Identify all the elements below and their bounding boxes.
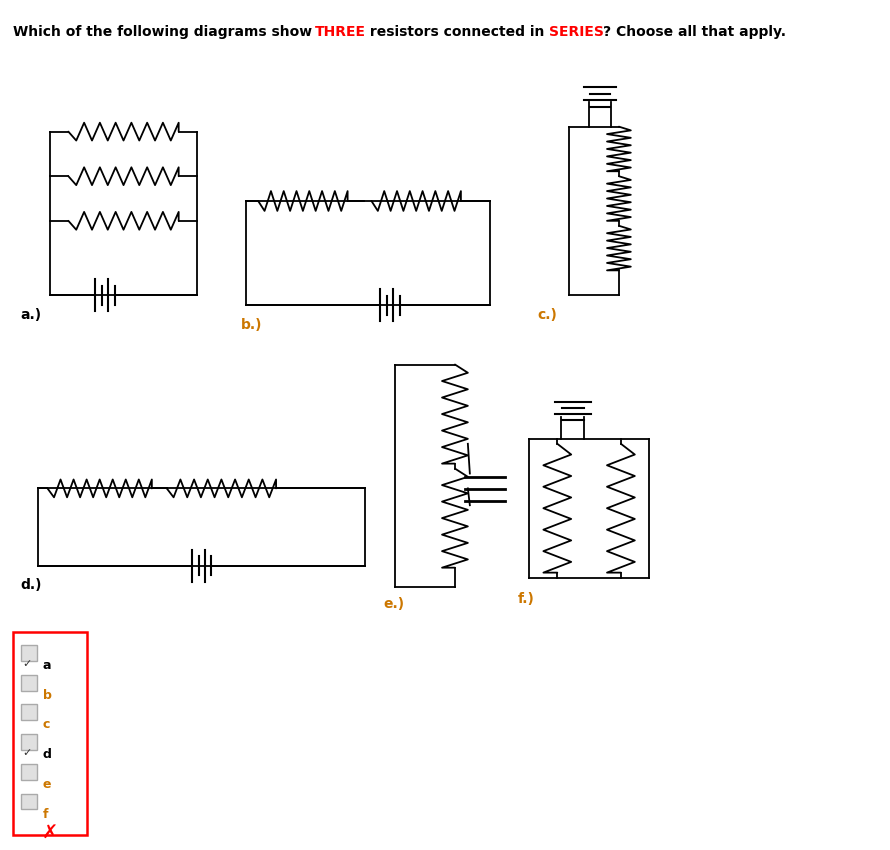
Text: c: c <box>43 718 50 731</box>
Text: ✓: ✓ <box>22 659 32 669</box>
Text: Which of the following diagrams show: Which of the following diagrams show <box>12 25 317 38</box>
Bar <box>20 734 36 750</box>
Text: d: d <box>43 748 52 761</box>
Bar <box>20 705 36 720</box>
Text: d.): d.) <box>20 578 42 592</box>
Text: c.): c.) <box>538 308 557 322</box>
Text: f: f <box>43 808 48 820</box>
Text: ✗: ✗ <box>41 824 58 842</box>
Text: b: b <box>43 688 52 701</box>
Text: a.): a.) <box>20 308 42 322</box>
Text: ? Choose all that apply.: ? Choose all that apply. <box>603 25 786 38</box>
Text: f.): f.) <box>518 592 534 606</box>
Text: a: a <box>43 659 51 672</box>
Text: resistors connected in: resistors connected in <box>366 25 550 38</box>
Text: THREE: THREE <box>315 25 366 38</box>
Text: e: e <box>43 778 51 790</box>
Bar <box>20 764 36 779</box>
Text: ✓: ✓ <box>22 748 32 758</box>
Bar <box>20 794 36 809</box>
Text: e.): e.) <box>384 598 405 611</box>
Bar <box>20 675 36 690</box>
Bar <box>12 632 87 836</box>
Text: b.): b.) <box>241 318 263 332</box>
Text: SERIES: SERIES <box>548 25 603 38</box>
Bar <box>20 645 36 660</box>
